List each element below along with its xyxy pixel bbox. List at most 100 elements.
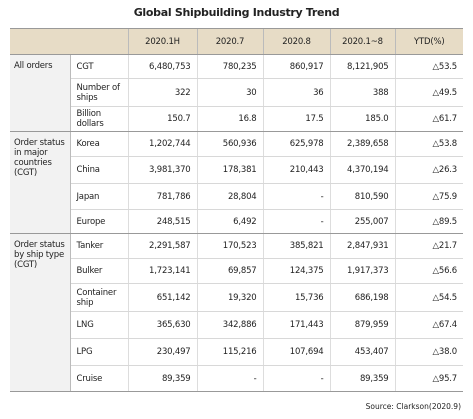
value-cell: 89,359 xyxy=(127,365,197,392)
group-label: Order status by ship type (CGT) xyxy=(10,233,71,392)
row-label: Bulker xyxy=(70,258,128,284)
value-cell: - xyxy=(196,365,263,392)
value-cell: 342,886 xyxy=(196,311,263,339)
value-cell: 150.7 xyxy=(127,106,197,132)
table-row: Billion dollars 150.7 16.8 17.5 185.0 △61.7 xyxy=(10,106,463,132)
value-cell: 651,142 xyxy=(127,283,197,312)
group-label: All orders xyxy=(10,54,71,132)
table-body: All orders CGT 6,480,753 780,235 860,917 8,12… xyxy=(10,54,463,392)
row-label: Billion dollars xyxy=(70,106,128,132)
value-cell: 210,443 xyxy=(262,156,330,184)
table-row: Bulker 1,723,141 69,857 124,375 1,917,373 △56… xyxy=(10,258,463,284)
value-cell: △49.5 xyxy=(394,78,463,107)
row-label: Number of ships xyxy=(70,78,128,107)
table-row: All orders CGT 6,480,753 780,235 860,917 8,12… xyxy=(10,54,463,132)
value-cell: 625,978 xyxy=(262,131,330,157)
value-cell: 124,375 xyxy=(262,258,330,284)
row-label: Tanker xyxy=(70,233,128,259)
value-cell: 230,497 xyxy=(127,338,197,366)
row-label: LNG xyxy=(70,311,128,339)
table-row: Europe 248,515 6,492-255,007 △89.5 xyxy=(10,209,463,234)
row-label: Europe xyxy=(70,209,128,234)
row-label: LPG xyxy=(70,338,128,366)
value-cell: 780,235 xyxy=(196,54,263,79)
value-cell: 178,381 xyxy=(196,156,263,184)
value-cell: △56.6 xyxy=(394,258,463,284)
value-cell: 365,630 xyxy=(127,311,197,339)
table-row: LPG 230,497 115,216 107,694 453,407 △38.0 xyxy=(10,338,463,366)
row-label: Korea xyxy=(70,131,128,157)
value-cell: 255,007 xyxy=(329,209,395,234)
source: Source: Clarkson(2020.9) xyxy=(365,402,461,411)
value-cell: 36 xyxy=(262,78,330,107)
header-cell: 2020.1H xyxy=(127,28,197,55)
value-cell: 322 xyxy=(127,78,197,107)
value-cell: 4,370,194 xyxy=(329,156,395,184)
value-cell: 1,723,141 xyxy=(127,258,197,284)
value-cell: 2,389,658 xyxy=(329,131,395,157)
value-cell: 28,804 xyxy=(196,183,263,210)
value-cell: △38.0 xyxy=(394,338,463,366)
value-cell: - xyxy=(262,209,330,234)
header-blank xyxy=(10,28,128,55)
value-cell: 2,291,587 xyxy=(127,233,197,259)
value-cell: 810,590 xyxy=(329,183,395,210)
value-cell: 115,216 xyxy=(196,338,263,366)
value-cell: 3,981,370 xyxy=(127,156,197,184)
value-cell: 185.0 xyxy=(329,106,395,132)
value-cell: △67.4 xyxy=(394,311,463,339)
value-cell: 385,821 xyxy=(262,233,330,259)
value-cell: 1,202,744 xyxy=(127,131,197,157)
value-cell: △53.5 xyxy=(394,54,463,79)
value-cell: △53.8 xyxy=(394,131,463,157)
value-cell: 171,443 xyxy=(262,311,330,339)
value-cell: 560,936 xyxy=(196,131,263,157)
data-table: 2020.1H 2020.7 2020.8 2020.1~8 YTD(%) All or… xyxy=(10,28,463,392)
value-cell: △54.5 xyxy=(394,283,463,312)
value-cell: 30 xyxy=(196,78,263,107)
value-cell: 6,492 xyxy=(196,209,263,234)
value-cell: 16.8 xyxy=(196,106,263,132)
row-label: Japan xyxy=(70,183,128,210)
value-cell: 89,359 xyxy=(329,365,395,392)
value-cell: 69,857 xyxy=(196,258,263,284)
table-row: Container ship 651,142 19,320 15,736 686,198… xyxy=(10,283,463,312)
table-row: LNG 365,630 342,886 171,443 879,959 △67.4 xyxy=(10,311,463,339)
table-row: Order status in major countries (CGT) Kor… xyxy=(10,131,463,234)
value-cell: 781,786 xyxy=(127,183,197,210)
value-cell: △21.7 xyxy=(394,233,463,259)
value-cell: 686,198 xyxy=(329,283,395,312)
value-cell: - xyxy=(262,183,330,210)
table-row: China 3,981,370 178,381 210,443 4,370,194 △26… xyxy=(10,156,463,184)
value-cell: 17.5 xyxy=(262,106,330,132)
table-row: Order status by ship type (CGT) Tanker 2,2… xyxy=(10,233,463,392)
value-cell: △26.3 xyxy=(394,156,463,184)
value-cell: 1,917,373 xyxy=(329,258,395,284)
value-cell: 15,736 xyxy=(262,283,330,312)
value-cell: 248,515 xyxy=(127,209,197,234)
table-row: Japan 781,786 28,804-810,590 △75.9 xyxy=(10,183,463,210)
value-cell: 388 xyxy=(329,78,395,107)
header-row: 2020.1H 2020.7 2020.8 2020.1~8 YTD(%) xyxy=(10,28,463,55)
value-cell: 170,523 xyxy=(196,233,263,259)
header-cell: YTD(%) xyxy=(394,28,463,55)
value-cell: 6,480,753 xyxy=(127,54,197,79)
header-cell: 2020.8 xyxy=(262,28,330,55)
value-cell: 453,407 xyxy=(329,338,395,366)
value-cell: 879,959 xyxy=(329,311,395,339)
header-cell: 2020.1~8 xyxy=(329,28,395,55)
row-label: Cruise xyxy=(70,365,128,392)
value-cell: - xyxy=(262,365,330,392)
value-cell: 107,694 xyxy=(262,338,330,366)
row-label: CGT xyxy=(70,54,128,79)
group-label: Order status in major countries (CGT) xyxy=(10,131,71,234)
value-cell: 860,917 xyxy=(262,54,330,79)
title: Global Shipbuilding Industry Trend xyxy=(133,6,340,19)
row-label: China xyxy=(70,156,128,184)
row-label: Container ship xyxy=(70,283,128,312)
header-cell: 2020.7 xyxy=(196,28,263,55)
table-row: Cruise 89,359- -89,359 △95.7 xyxy=(10,365,463,392)
value-cell: 19,320 xyxy=(196,283,263,312)
value-cell: △75.9 xyxy=(394,183,463,210)
